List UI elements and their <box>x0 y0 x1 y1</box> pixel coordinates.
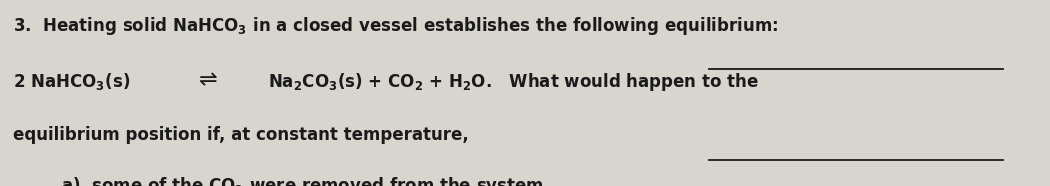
Text: 2 NaHCO$\mathregular{_3}$(s): 2 NaHCO$\mathregular{_3}$(s) <box>13 71 130 92</box>
Text: Na$\mathregular{_2}$CO$\mathregular{_3}$(s) + CO$\mathregular{_2}$ + H$\mathregu: Na$\mathregular{_2}$CO$\mathregular{_3}$… <box>268 71 759 93</box>
Text: a)  some of the CO$\mathregular{_2}$ were removed from the system: a) some of the CO$\mathregular{_2}$ were… <box>61 175 544 186</box>
Text: $\mathregular{\rightleftharpoons}$: $\mathregular{\rightleftharpoons}$ <box>194 71 218 91</box>
Text: 3.  Heating solid NaHCO$\mathregular{_3}$ in a closed vessel establishes the fol: 3. Heating solid NaHCO$\mathregular{_3}$… <box>13 15 778 37</box>
Text: equilibrium position if, at constant temperature,: equilibrium position if, at constant tem… <box>13 126 468 145</box>
